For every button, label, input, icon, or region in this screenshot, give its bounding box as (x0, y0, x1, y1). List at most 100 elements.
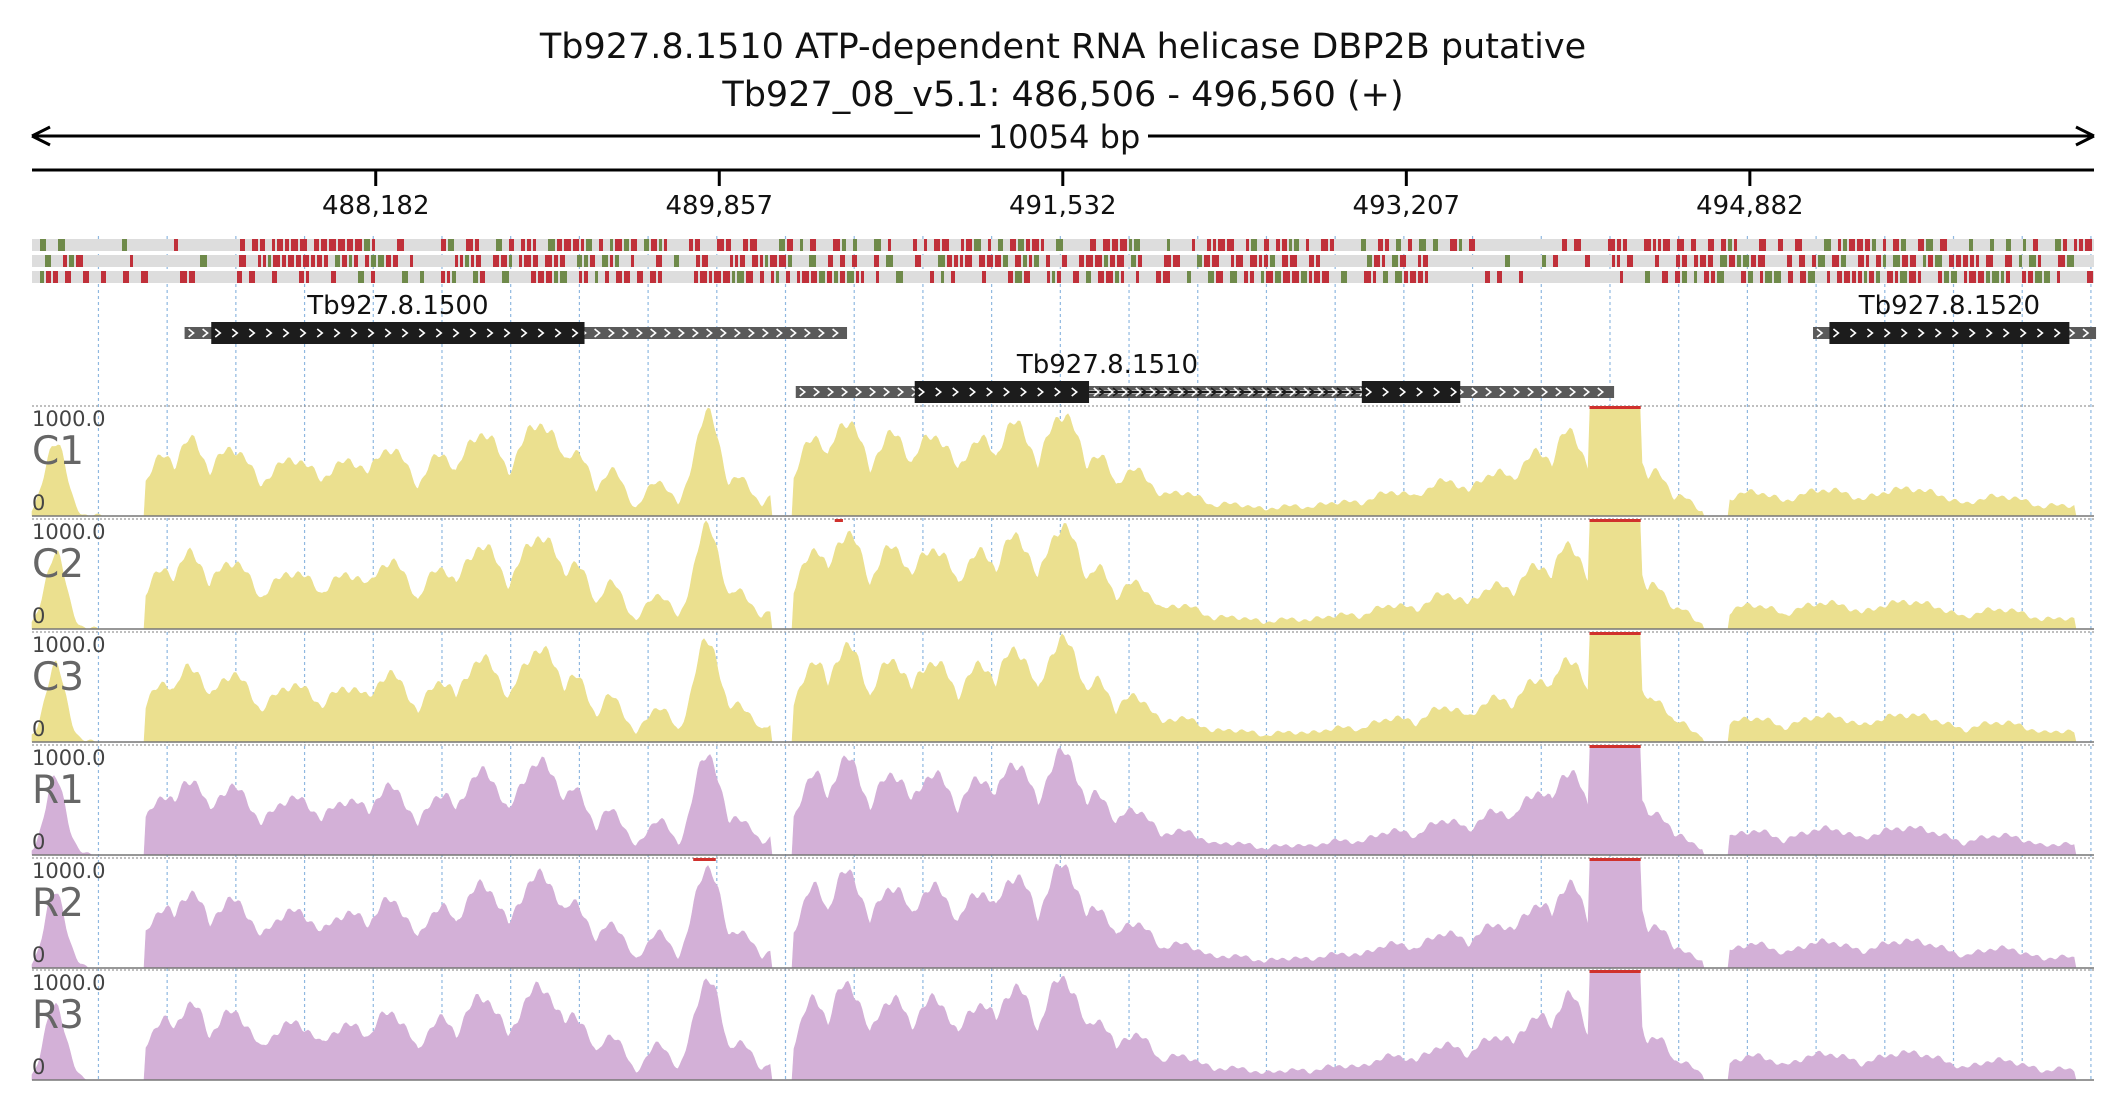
variant-mark (637, 271, 643, 283)
strand-arrow-icon (1951, 328, 1959, 338)
variant-mark (1250, 271, 1254, 283)
variant-mark (788, 255, 792, 267)
variant-mark (965, 255, 972, 267)
variant-mark (386, 255, 391, 267)
variant-mark (1385, 239, 1389, 251)
variant-mark (1926, 239, 1933, 251)
variant-mark (300, 239, 307, 251)
variant-mark (1895, 271, 1898, 283)
gene-cds-exon (1361, 381, 1461, 403)
variant-mark (1259, 255, 1262, 267)
gene-model[interactable]: Tb927.8.1500 (184, 291, 848, 344)
coverage-track[interactable]: 1000.0 0 R3 (31, 969, 2094, 1081)
variant-mark (750, 239, 757, 251)
ruler-tick-label: 494,882 (1696, 191, 1804, 221)
strand-arrow-icon (1135, 387, 1143, 397)
span-length-label: 10054 bp (988, 118, 1141, 156)
variant-mark (538, 271, 544, 283)
variant-mark (615, 239, 622, 251)
variant-mark (1969, 239, 1973, 251)
variant-mark (651, 239, 657, 251)
variant-mark (2005, 255, 2012, 267)
variant-mark (874, 239, 881, 251)
variant-mark (1956, 255, 1961, 267)
strand-arrow-icon (1399, 387, 1407, 397)
variant-mark (1056, 239, 1063, 251)
variant-mark (282, 255, 286, 267)
variant-mark (771, 271, 774, 283)
variant-mark (1519, 271, 1523, 283)
variant-mark (702, 255, 708, 267)
variant-mark (1418, 271, 1423, 283)
strand-arrow-icon (1107, 387, 1115, 397)
strand-arrow-icon (1513, 387, 1521, 397)
strand-arrow-icon (720, 328, 727, 338)
variant-mark (1832, 255, 1839, 267)
variant-mark (2035, 271, 2042, 283)
variant-mark (1944, 271, 1949, 283)
variant-mark (2063, 239, 2067, 251)
variant-mark (1617, 239, 1621, 251)
variant-mark (268, 255, 271, 267)
strand-arrow-icon (762, 328, 769, 338)
variant-mark (1918, 271, 1921, 283)
track-scale-min: 0 (32, 717, 45, 741)
strand-arrow-icon (1182, 387, 1190, 397)
gene-model[interactable]: Tb927.8.1510 (795, 350, 1615, 403)
variant-mark (65, 271, 71, 283)
variant-mark (554, 271, 558, 283)
strand-arrow-icon (2082, 328, 2090, 338)
coverage-track[interactable]: 1000.0 0 C1 (31, 405, 2094, 517)
strand-arrow-icon (734, 328, 741, 338)
variant-mark (1818, 255, 1825, 267)
strand-arrow-icon (1382, 387, 1390, 397)
variant-mark (1866, 255, 1869, 267)
strand-arrow-icon (1196, 387, 1204, 397)
strand-arrow-icon (1883, 328, 1891, 338)
coverage-track[interactable]: 1000.0 0 C2 (31, 518, 2094, 630)
variant-mark (737, 271, 744, 283)
coverage-track[interactable]: 1000.0 0 R2 (31, 857, 2094, 969)
variant-mark (2006, 271, 2010, 283)
variant-mark (886, 255, 893, 267)
strand-arrow-icon (452, 328, 460, 338)
strand-arrow-icon (1252, 387, 1260, 397)
variant-mark (371, 255, 376, 267)
coverage-track[interactable]: 1000.0 0 R1 (31, 744, 2094, 856)
variant-mark (1887, 271, 1893, 283)
variant-track (32, 239, 2094, 283)
gene-model[interactable]: Tb927.8.1520 (1813, 291, 2097, 344)
variant-mark (371, 271, 375, 283)
strand-arrow-icon (333, 328, 341, 338)
figure-subtitle-locus: Tb927_08_v5.1: 486,506 - 496,560 (+) (721, 75, 1403, 115)
variant-mark (995, 255, 1001, 267)
variant-mark (554, 255, 558, 267)
strand-arrow-icon (855, 387, 863, 397)
strand-arrow-icon (1126, 387, 1134, 397)
variant-mark (1682, 271, 1687, 283)
variant-mark (610, 239, 613, 251)
coverage-track[interactable]: 1000.0 0 C3 (31, 631, 2094, 743)
variant-mark (1121, 271, 1124, 283)
strand-arrow-icon (1985, 328, 1993, 338)
strand-arrow-icon (692, 328, 699, 338)
strand-arrow-icon (554, 328, 562, 338)
variant-mark (473, 271, 478, 283)
variant-mark (1079, 255, 1084, 267)
strand-arrow-icon (520, 328, 528, 338)
variant-mark (1216, 271, 1223, 283)
variant-mark (1964, 271, 1967, 283)
variant-mark (364, 239, 370, 251)
variant-mark (595, 271, 598, 283)
variant-mark (833, 239, 840, 251)
strand-arrow-icon (1336, 387, 1344, 397)
variant-mark (1808, 271, 1815, 283)
variant-mark (1073, 271, 1079, 283)
strand-arrow-icon (1485, 387, 1493, 397)
variant-mark (335, 255, 340, 267)
variant-mark (1361, 239, 1366, 251)
variant-mark (466, 239, 473, 251)
variant-mark (1173, 255, 1180, 267)
variant-mark (2058, 255, 2065, 267)
